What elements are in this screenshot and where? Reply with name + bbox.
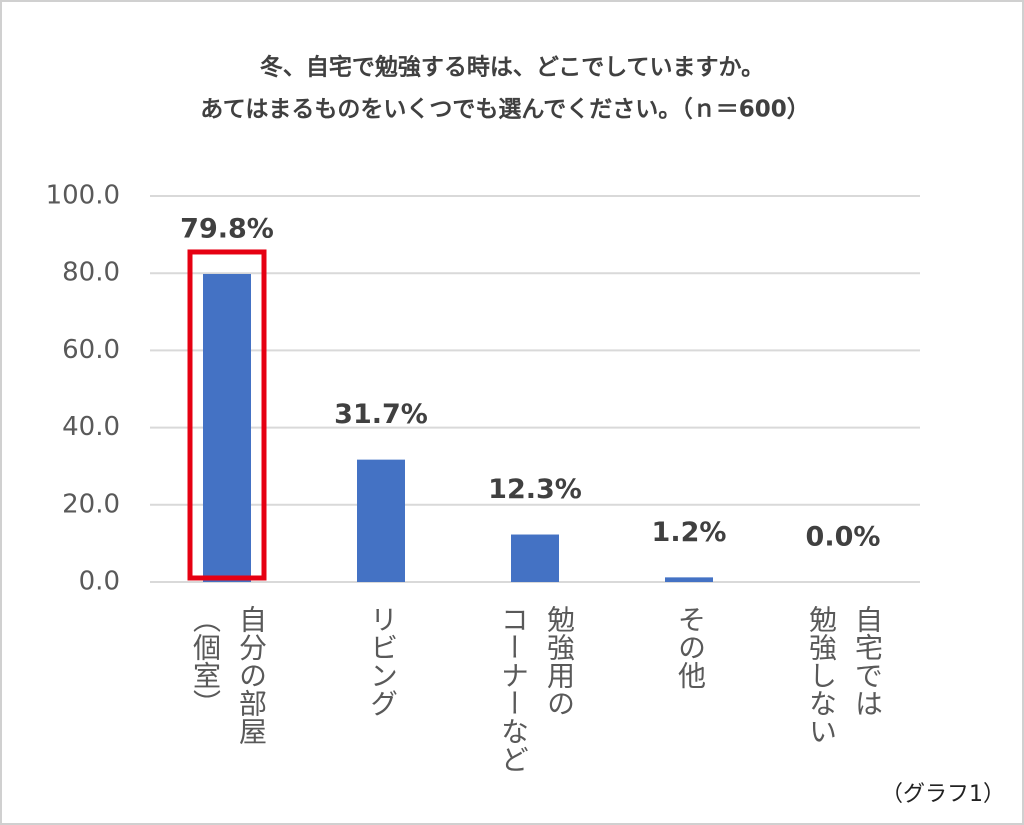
x-tick-label: （個室） xyxy=(189,605,222,717)
value-label: 12.3% xyxy=(488,474,582,505)
x-tick-label: 自宅では xyxy=(851,605,884,717)
x-tick-label: リビング xyxy=(366,605,399,717)
x-tick-label: 勉強しない xyxy=(805,605,838,745)
chart-title: 冬、自宅で勉強する時は、どこでしていますか。 xyxy=(260,54,764,81)
y-tick-label: 40.0 xyxy=(62,412,120,442)
x-tick-label: 勉強用の xyxy=(543,605,576,717)
bar xyxy=(357,459,405,582)
highlight-box xyxy=(187,249,267,581)
x-tick-label: コーナーなど xyxy=(497,605,530,773)
y-tick-label: 0.0 xyxy=(79,567,120,597)
bar xyxy=(203,273,251,582)
x-tick-label: その他 xyxy=(674,605,707,689)
bar xyxy=(665,577,713,582)
y-tick-label: 60.0 xyxy=(62,335,120,365)
x-tick-label: 自分の部屋 xyxy=(235,605,268,745)
value-label: 0.0% xyxy=(806,522,881,553)
value-label: 31.7% xyxy=(334,399,428,430)
y-tick-label: 20.0 xyxy=(62,489,120,519)
chart-title: あてはまるものをいくつでも選んでください。（ｎ＝600） xyxy=(200,96,809,123)
value-label: 1.2% xyxy=(652,517,727,548)
annotation: （グラフ1） xyxy=(881,782,1005,807)
y-tick-label: 80.0 xyxy=(62,258,120,288)
y-tick-label: 100.0 xyxy=(46,181,120,211)
bar xyxy=(511,534,559,582)
value-label: 79.8% xyxy=(180,213,274,244)
